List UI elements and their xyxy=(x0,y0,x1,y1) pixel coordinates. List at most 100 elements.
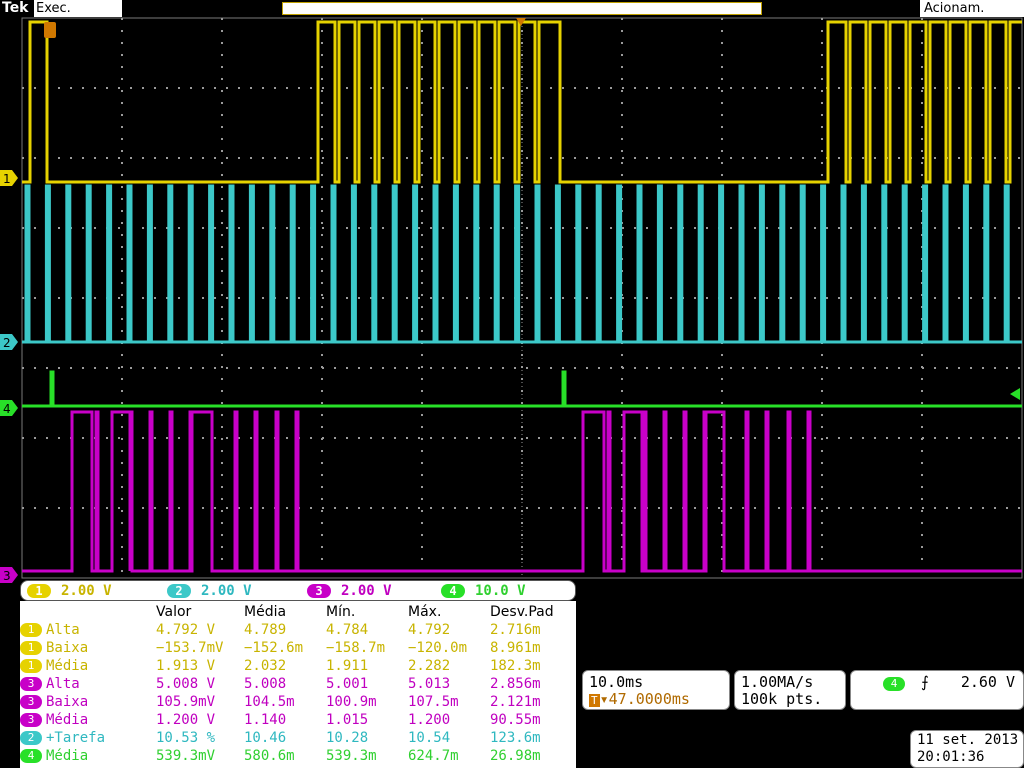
measurement-value: 107.5m xyxy=(408,694,459,710)
record-length: 100k pts. xyxy=(741,690,823,708)
col-min: Mín. xyxy=(326,604,356,620)
channel-marker-label: 1 xyxy=(3,172,11,186)
col-media: Média xyxy=(244,604,287,620)
top-status-bar: Tek Exec. Acionam. xyxy=(0,0,1024,17)
measurement-value: 5.008 V xyxy=(156,676,216,692)
channel-2-scale[interactable]: 2 2.00 V xyxy=(167,583,252,599)
channel-marker-label: 4 xyxy=(3,402,11,416)
measurement-value: 105.9mV xyxy=(156,694,216,710)
measurement-value: 1.200 V xyxy=(156,712,216,728)
measurement-value: 2.716m xyxy=(490,622,541,638)
measurement-value: −120.0m xyxy=(408,640,468,656)
trigger-point-marker xyxy=(44,22,56,38)
channel-1-scale[interactable]: 1 2.00 V xyxy=(27,583,112,599)
measurement-row[interactable]: 3 Média 1.200 V 1.140 1.015 1.200 90.55m xyxy=(20,711,570,729)
measurement-row[interactable]: 4 Média 539.3mV 580.6m 539.3m 624.7m 26.98m xyxy=(20,747,570,765)
measurement-value: 2.856m xyxy=(490,676,541,692)
measurement-value: 539.3mV xyxy=(156,748,216,764)
channel-badge: 3 xyxy=(20,713,42,727)
run-state-indicator[interactable]: Exec. xyxy=(34,0,122,17)
trigger-position-marker xyxy=(516,18,526,26)
channel-3-ground-marker: 3 xyxy=(0,567,18,583)
channel-4-scale[interactable]: 4 10.0 V xyxy=(441,583,526,599)
measurement-value: 580.6m xyxy=(244,748,295,764)
measurement-value: 1.140 xyxy=(244,712,287,728)
measurement-value: 8.961m xyxy=(490,640,541,656)
measurement-value: 1.015 xyxy=(326,712,369,728)
measurements-header: Valor Média Mín. Máx. Desv.Pad xyxy=(20,603,570,621)
channel-2-waveform xyxy=(22,184,1022,344)
channel-2-badge: 2 xyxy=(167,584,191,598)
measurement-value: 26.98m xyxy=(490,748,541,764)
rising-edge-icon: ⨍ xyxy=(921,673,929,691)
measurement-value: 10.28 xyxy=(326,730,369,746)
measurement-value: 123.6m xyxy=(490,730,541,746)
record-view-bar[interactable] xyxy=(282,2,762,15)
channel-scale-bar[interactable]: 1 2.00 V 2 2.00 V 3 2.00 V 4 10.0 V xyxy=(20,580,576,601)
measurement-value: 90.55m xyxy=(490,712,541,728)
trigger-panel[interactable]: 4 ⨍ 2.60 V xyxy=(850,670,1024,710)
sample-rate: 1.00MA/s xyxy=(741,673,814,691)
measurements-table: Valor Média Mín. Máx. Desv.Pad 1 Alta 4.79… xyxy=(20,603,570,765)
measurement-name: +Tarefa xyxy=(46,730,106,746)
channel-badge: 1 xyxy=(20,641,42,655)
datetime-panel: 11 set. 2013 20:01:36 xyxy=(910,730,1024,768)
measurement-name: Baixa xyxy=(46,640,89,656)
channel-badge: 3 xyxy=(20,695,42,709)
measurement-value: −158.7m xyxy=(326,640,386,656)
measurement-value: 104.5m xyxy=(244,694,295,710)
measurement-value: 5.008 xyxy=(244,676,287,692)
channel-3-scale[interactable]: 3 2.00 V xyxy=(307,583,392,599)
measurement-name: Média xyxy=(46,748,89,764)
channel-4-badge: 4 xyxy=(441,584,465,598)
channel-marker-shape xyxy=(0,170,18,186)
timebase-panel[interactable]: 10.0ms T ▾47.0000ms xyxy=(582,670,730,710)
trigger-position: T ▾47.0000ms xyxy=(589,690,690,708)
measurement-name: Média xyxy=(46,712,89,728)
measurement-row[interactable]: 2 +Tarefa 10.53 % 10.46 10.28 10.54 123.6m xyxy=(20,729,570,747)
measurement-value: 5.001 xyxy=(326,676,369,692)
measurements-panel[interactable]: Valor Média Mín. Máx. Desv.Pad 1 Alta 4.79… xyxy=(20,601,576,768)
channel-2-ground-marker: 2 xyxy=(0,334,18,350)
measurement-value: 1.911 xyxy=(326,658,369,674)
measurement-value: 1.913 V xyxy=(156,658,216,674)
measurement-value: 10.54 xyxy=(408,730,451,746)
time: 20:01:36 xyxy=(917,749,985,765)
trigger-source-badge: 4 xyxy=(883,677,905,691)
col-max: Máx. xyxy=(408,604,442,620)
channel-badge: 1 xyxy=(20,623,42,637)
measurement-value: 182.3m xyxy=(490,658,541,674)
channel-badge: 2 xyxy=(20,731,42,745)
channel-1-waveform xyxy=(22,20,1022,184)
measurement-value: 10.53 % xyxy=(156,730,216,746)
measurement-value: 4.792 V xyxy=(156,622,216,638)
measurement-value: −153.7mV xyxy=(156,640,224,656)
measurement-row[interactable]: 3 Baixa 105.9mV 104.5m 100.9m 107.5m 2.121m xyxy=(20,693,570,711)
channel-markers[interactable]: 1 2 4 3 xyxy=(0,18,1020,583)
measurement-value: 2.282 xyxy=(408,658,451,674)
channel-1-badge: 1 xyxy=(27,584,51,598)
measurement-name: Alta xyxy=(46,622,80,638)
measurement-row[interactable]: 1 Baixa −153.7mV −152.6m −158.7m −120.0m 8.961… xyxy=(20,639,570,657)
measurement-value: 4.789 xyxy=(244,622,287,638)
measurement-value: 2.032 xyxy=(244,658,287,674)
measurement-row[interactable]: 1 Alta 4.792 V 4.789 4.784 4.792 2.716m xyxy=(20,621,570,639)
brand-logo: Tek xyxy=(2,0,29,16)
measurement-row[interactable]: 1 Média 1.913 V 2.032 1.911 2.282 182.3m xyxy=(20,657,570,675)
channel-3-waveform xyxy=(22,410,1022,573)
timebase-scale: 10.0ms xyxy=(589,673,644,691)
trigger-state-indicator: Acionam. xyxy=(920,0,1024,17)
channel-marker-shape xyxy=(0,567,18,583)
measurement-name: Alta xyxy=(46,676,80,692)
channel-3-badge: 3 xyxy=(307,584,331,598)
measurement-value: 4.784 xyxy=(326,622,369,638)
channel-1-ground-marker: 1 xyxy=(0,170,18,186)
measurement-value: 624.7m xyxy=(408,748,459,764)
measurement-value: 5.013 xyxy=(408,676,451,692)
channel-marker-label: 2 xyxy=(3,336,11,350)
measurement-name: Baixa xyxy=(46,694,89,710)
measurement-row[interactable]: 3 Alta 5.008 V 5.008 5.001 5.013 2.856m xyxy=(20,675,570,693)
date: 11 set. 2013 xyxy=(917,732,1019,748)
acquisition-panel[interactable]: 1.00MA/s 100k pts. xyxy=(734,670,846,710)
